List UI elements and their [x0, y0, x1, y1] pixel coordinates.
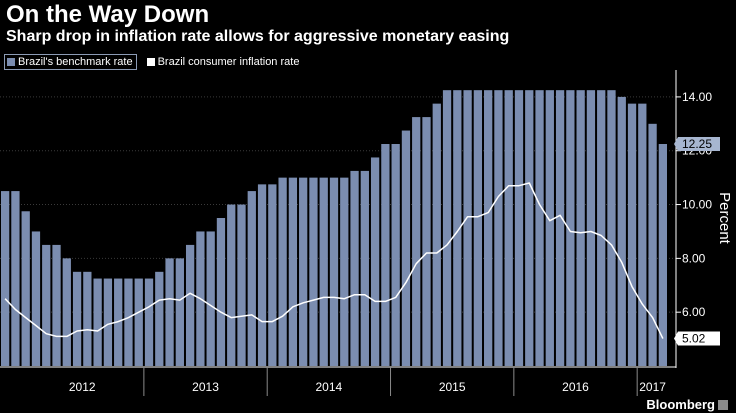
- bar: [401, 130, 411, 366]
- chart-legend: Brazil's benchmark rate Brazil consumer …: [4, 54, 309, 70]
- x-tick-label: 2013: [192, 380, 219, 394]
- bar: [545, 90, 554, 366]
- bar: [648, 123, 657, 367]
- bar: [422, 117, 431, 366]
- bar: [329, 177, 339, 366]
- bar: [42, 244, 51, 366]
- chart-title: On the Way Down: [6, 1, 210, 28]
- bar: [11, 191, 20, 366]
- bar: [442, 90, 452, 366]
- end-value-label: 12.25: [682, 137, 712, 151]
- bar: [52, 244, 61, 366]
- bar: [257, 184, 267, 366]
- bar: [31, 231, 41, 366]
- bar: [319, 177, 328, 366]
- legend-item-benchmark-rate: Brazil's benchmark rate: [4, 54, 137, 70]
- bar: [268, 184, 277, 366]
- bar: [453, 90, 462, 366]
- bar: [278, 177, 287, 366]
- end-value-badge: [674, 331, 720, 346]
- bar: [21, 211, 30, 366]
- bar-layer: [1, 90, 667, 367]
- y-tick-label: 8.00: [682, 251, 706, 265]
- x-tick-label: 2012: [69, 380, 96, 394]
- y-tick-label: 14.00: [682, 90, 712, 104]
- bar: [638, 103, 647, 367]
- y-axis-label: Percent: [716, 192, 733, 245]
- bar: [576, 90, 585, 366]
- bar: [412, 117, 421, 366]
- bar: [185, 244, 195, 366]
- bar: [627, 103, 637, 367]
- bar: [535, 90, 544, 366]
- legend-label-inflation-rate: Brazil consumer inflation rate: [157, 56, 300, 68]
- bar: [134, 278, 143, 366]
- bar: [144, 278, 154, 366]
- bar: [83, 271, 92, 366]
- bar: [165, 258, 174, 366]
- y-tick-label: 10.00: [682, 198, 712, 212]
- bar: [463, 90, 472, 366]
- bar: [381, 144, 390, 366]
- bar: [93, 278, 102, 366]
- x-tick-label: 2017: [639, 380, 666, 394]
- bar: [504, 90, 513, 366]
- bar: [484, 90, 493, 366]
- bloomberg-logo-icon: [718, 399, 728, 410]
- series-line-inflation: [4, 182, 664, 339]
- bar: [155, 271, 164, 366]
- x-tick-label: 2016: [562, 380, 589, 394]
- bar: [370, 157, 380, 366]
- bar: [555, 90, 565, 366]
- bar: [309, 177, 318, 366]
- bar: [237, 204, 246, 366]
- bar: [72, 271, 82, 366]
- bar: [124, 278, 133, 366]
- bar: [206, 231, 215, 366]
- bar: [494, 90, 503, 366]
- bar: [566, 90, 575, 366]
- legend-item-inflation-rate: Brazil consumer inflation rate: [146, 56, 300, 68]
- annotation-layer: 12.25 5.02: [674, 137, 720, 346]
- bar: [607, 90, 616, 366]
- chart-subtitle: Sharp drop in inflation rate allows for …: [6, 28, 510, 45]
- bar: [597, 90, 606, 366]
- bar: [103, 278, 113, 366]
- x-tick-label: 2014: [316, 380, 343, 394]
- end-value-badge: [674, 137, 720, 151]
- bar: [432, 103, 441, 367]
- bar: [216, 218, 226, 366]
- source-label: Bloomberg: [646, 397, 715, 412]
- bar: [514, 90, 524, 366]
- bar: [227, 204, 236, 366]
- bar: [1, 191, 10, 366]
- x-tick-label: 2015: [439, 380, 466, 394]
- bar: [62, 258, 71, 366]
- end-value-label: 5.02: [682, 332, 706, 346]
- bar: [473, 90, 483, 366]
- bar: [175, 258, 184, 366]
- bar: [617, 96, 626, 366]
- bar: [525, 90, 534, 366]
- bar: [350, 170, 359, 366]
- bar: [299, 177, 308, 366]
- bar: [586, 90, 596, 366]
- bar: [340, 177, 349, 366]
- legend-label-benchmark-rate: Brazil's benchmark rate: [18, 56, 133, 68]
- y-tick-label: 6.00: [682, 305, 706, 319]
- bar: [360, 170, 369, 366]
- bar: [391, 144, 400, 366]
- legend-swatch-inflation-rate: [146, 58, 155, 66]
- bar: [247, 191, 256, 366]
- bar: [288, 177, 298, 366]
- source-watermark: Bloomberg: [646, 397, 728, 412]
- line-layer: [4, 182, 664, 339]
- legend-swatch-benchmark-rate: [7, 58, 15, 66]
- bar: [658, 144, 667, 366]
